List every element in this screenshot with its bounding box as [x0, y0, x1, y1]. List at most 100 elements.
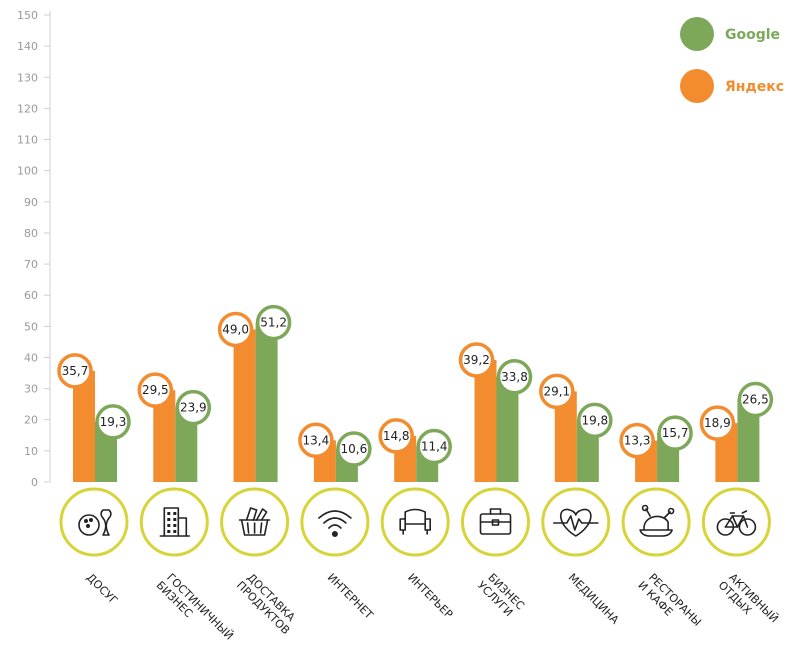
bar-yandex [73, 370, 95, 482]
data-label: 14,8 [383, 429, 410, 443]
y-tick-label: 10 [24, 445, 38, 458]
data-label: 49,0 [222, 322, 249, 336]
shopping-basket-icon [238, 507, 271, 536]
category-label: ИНТЕРЬЕР [405, 571, 455, 621]
y-axis: 0 10 20 30 40 50 60 70 80 90 100 110 120 130 140 150 [17, 9, 51, 489]
bar-google [175, 407, 198, 482]
icon-circle [59, 487, 129, 557]
legend: Google Яндекс [680, 17, 784, 103]
bar-yandex [233, 329, 256, 482]
value-circle [619, 422, 655, 459]
y-tick-label: 90 [24, 196, 38, 209]
y-tick-label: 140 [17, 40, 38, 53]
bar-yandex [153, 390, 176, 482]
category-label: ИНТЕРНЕТ [325, 571, 376, 622]
data-label: 26,5 [742, 392, 769, 406]
data-label: 11,4 [421, 440, 448, 454]
bar-google [496, 376, 519, 482]
bar-google [255, 322, 278, 482]
data-label: 15,7 [662, 426, 689, 440]
icon-circle [621, 487, 691, 557]
value-circle [496, 359, 533, 395]
data-label: 13,4 [303, 433, 330, 447]
value-circle [175, 389, 212, 426]
data-label: 18,9 [704, 416, 731, 430]
y-tick-label: 0 [31, 476, 38, 489]
data-label: 23,9 [180, 401, 207, 415]
wifi-icon [318, 510, 352, 537]
y-tick-label: 100 [17, 165, 38, 178]
icon-circle [139, 487, 209, 557]
category-label: ДОСУГ [84, 571, 121, 608]
y-tick-label: 60 [24, 289, 38, 302]
data-label: 35,7 [62, 364, 89, 378]
data-label: 51,2 [260, 316, 287, 330]
y-tick-label: 30 [24, 383, 38, 396]
y-tick-label: 130 [17, 71, 38, 84]
icon-circle [701, 487, 771, 557]
data-label: 10,6 [341, 442, 368, 456]
legend-swatch [680, 69, 714, 103]
bar-google [737, 399, 760, 482]
icon-circle [380, 487, 450, 557]
y-tick-label: 40 [24, 351, 38, 364]
value-circle [95, 404, 131, 440]
value-circle [577, 402, 613, 439]
bar-yandex [554, 391, 577, 482]
value-circle [336, 431, 372, 467]
bicycle-icon [716, 510, 757, 536]
value-circle [539, 373, 575, 410]
category-icons [59, 487, 771, 557]
data-label: 29,5 [142, 383, 169, 397]
y-tick-label: 110 [17, 134, 38, 147]
data-label: 19,3 [100, 415, 127, 429]
icon-circle [300, 487, 370, 557]
armchair-icon [399, 508, 431, 535]
value-circle [137, 372, 174, 408]
category-icon-wrap [621, 487, 691, 557]
value-circle [699, 405, 736, 441]
category-icon-wrap [220, 487, 290, 557]
category-icon-wrap [300, 487, 370, 557]
category-label: ДОСТАВКАПРОДУКТОВ [234, 570, 302, 638]
data-label: 33,8 [501, 370, 528, 384]
value-circle [378, 418, 414, 454]
category-icon-wrap [461, 487, 530, 557]
value-circle [217, 311, 254, 348]
legend-label: Google [725, 27, 780, 43]
category-label: РЕСТОРАНЫИ КАФЕ [635, 570, 703, 638]
category-icon-wrap [139, 487, 209, 557]
value-circle [57, 353, 93, 389]
hotel-building-icon [159, 507, 191, 537]
y-tick-label: 20 [24, 414, 38, 427]
category-labels: ДОСУГ ГОСТИНИЧНЫЙБИЗНЕС ДОСТАВКАПРОДУКТОВ И… [84, 570, 781, 652]
category-label: МЕДИЦИНА [566, 571, 622, 627]
value-circle [737, 381, 774, 418]
bar-yandex [474, 359, 497, 482]
category-icon-wrap [380, 487, 450, 557]
y-tick-label: 150 [17, 9, 38, 22]
heartbeat-icon [553, 508, 599, 537]
category-icon-wrap [701, 487, 771, 557]
value-circle [255, 304, 292, 341]
legend-label: Яндекс [725, 79, 784, 95]
legend-swatch [680, 17, 714, 51]
value-circle [458, 342, 495, 378]
roast-chicken-icon [639, 504, 675, 537]
data-label: 19,8 [581, 413, 608, 427]
value-circle [298, 422, 334, 459]
value-circle [416, 428, 452, 465]
y-tick-label: 50 [24, 320, 38, 333]
y-tick-label: 80 [24, 227, 38, 240]
category-label: ГОСТИНИЧНЫЙБИЗНЕС [154, 570, 236, 652]
bars: 35,7 19,3 29,5 23,9 49,0 51,2 13,4 10,6 14,8 11,4… [57, 304, 774, 482]
icon-circle [220, 487, 290, 557]
data-label: 39,2 [463, 353, 490, 367]
category-label: АКТИВНЫЙОТДЫХ [716, 570, 781, 635]
category-icon-wrap [541, 487, 611, 557]
y-tick-label: 70 [24, 258, 38, 271]
data-label: 29,1 [543, 384, 570, 398]
bowling-icon [78, 509, 112, 536]
y-tick-label: 120 [17, 102, 38, 115]
